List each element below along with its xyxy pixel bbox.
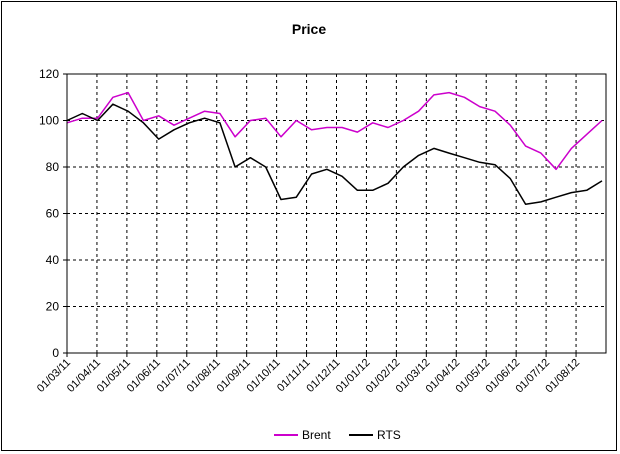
x-tick-label: 01/10/11 <box>245 357 283 395</box>
series-line-brent <box>66 91 603 171</box>
legend-label-rts: RTS <box>377 428 401 442</box>
y-tick-label: 0 <box>52 346 59 360</box>
legend: Brent RTS <box>274 428 401 442</box>
x-axis-ticks: 01/03/1101/04/1101/05/1101/06/1101/07/11… <box>35 353 582 395</box>
y-tick-label: 100 <box>39 114 59 128</box>
y-axis-ticks: 0 20 40 60 80 100 120 <box>39 67 67 360</box>
plot-area-border <box>66 73 607 354</box>
y-tick-label: 20 <box>46 300 60 314</box>
series-line-rts <box>66 103 603 205</box>
grid-lines <box>67 74 606 353</box>
y-tick-label: 120 <box>39 67 59 81</box>
y-tick-label: 60 <box>46 207 60 221</box>
chart-title: Price <box>292 21 326 37</box>
y-tick-label: 80 <box>46 160 60 174</box>
legend-label-brent: Brent <box>302 428 331 442</box>
series-lines <box>66 91 603 205</box>
y-tick-label: 40 <box>46 253 60 267</box>
